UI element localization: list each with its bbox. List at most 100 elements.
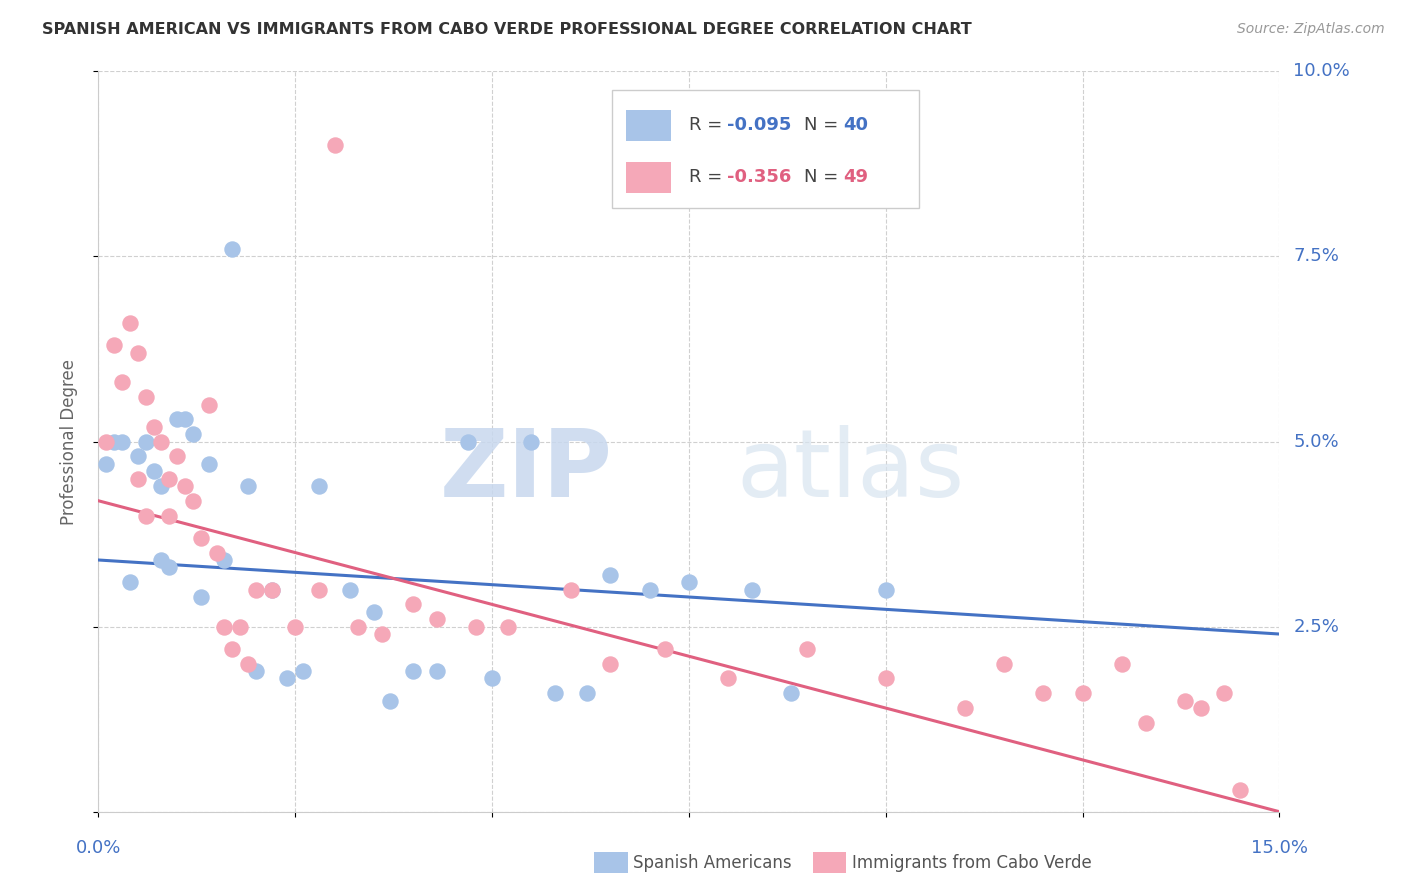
Point	[371, 627, 394, 641]
Text: 7.5%: 7.5%	[1294, 247, 1340, 266]
Text: atlas: atlas	[737, 425, 965, 517]
Point	[127, 345, 149, 359]
Text: -0.095: -0.095	[727, 117, 792, 135]
Point	[465, 619, 488, 633]
Point	[993, 657, 1015, 671]
Point	[1174, 694, 1197, 708]
Point	[245, 582, 267, 597]
Point	[221, 242, 243, 256]
Point	[496, 619, 519, 633]
Point	[520, 434, 543, 449]
Text: N =: N =	[803, 117, 844, 135]
Point	[197, 397, 219, 411]
Point	[166, 412, 188, 426]
Point	[214, 553, 236, 567]
Point	[875, 672, 897, 686]
Point	[236, 479, 259, 493]
Point	[166, 450, 188, 464]
Point	[953, 701, 976, 715]
Point	[378, 694, 401, 708]
Point	[181, 493, 204, 508]
Point	[1135, 715, 1157, 730]
Point	[678, 575, 700, 590]
Point	[820, 175, 842, 190]
Point	[717, 672, 740, 686]
Point	[1213, 686, 1236, 700]
Point	[796, 641, 818, 656]
Point	[457, 434, 479, 449]
Point	[127, 450, 149, 464]
Text: Spanish Americans: Spanish Americans	[634, 854, 792, 871]
Point	[875, 582, 897, 597]
FancyBboxPatch shape	[626, 110, 671, 141]
Point	[205, 545, 228, 560]
Point	[1189, 701, 1212, 715]
Point	[308, 582, 330, 597]
Point	[135, 434, 157, 449]
Text: R =: R =	[689, 117, 728, 135]
Text: ZIP: ZIP	[439, 425, 612, 517]
Point	[323, 138, 346, 153]
Point	[575, 686, 598, 700]
FancyBboxPatch shape	[612, 90, 920, 209]
FancyBboxPatch shape	[813, 853, 846, 873]
Point	[1032, 686, 1054, 700]
Point	[127, 471, 149, 485]
Point	[103, 434, 125, 449]
Text: SPANISH AMERICAN VS IMMIGRANTS FROM CABO VERDE PROFESSIONAL DEGREE CORRELATION C: SPANISH AMERICAN VS IMMIGRANTS FROM CABO…	[42, 22, 972, 37]
Point	[638, 582, 661, 597]
Text: R =: R =	[689, 169, 728, 186]
Text: Immigrants from Cabo Verde: Immigrants from Cabo Verde	[852, 854, 1091, 871]
Point	[197, 457, 219, 471]
Point	[276, 672, 298, 686]
Text: N =: N =	[803, 169, 844, 186]
Text: 10.0%: 10.0%	[1294, 62, 1350, 80]
Point	[245, 664, 267, 678]
Point	[402, 664, 425, 678]
Point	[308, 479, 330, 493]
Point	[1071, 686, 1094, 700]
Point	[221, 641, 243, 656]
Point	[142, 419, 165, 434]
Point	[118, 575, 141, 590]
Point	[599, 567, 621, 582]
Point	[150, 553, 173, 567]
Text: 2.5%: 2.5%	[1294, 617, 1340, 636]
Point	[402, 598, 425, 612]
Text: 40: 40	[844, 117, 869, 135]
Point	[174, 479, 197, 493]
Point	[135, 508, 157, 523]
Point	[284, 619, 307, 633]
Point	[1229, 782, 1251, 797]
Point	[142, 464, 165, 478]
Point	[111, 434, 134, 449]
Point	[111, 376, 134, 390]
Point	[560, 582, 582, 597]
Point	[236, 657, 259, 671]
Text: 15.0%: 15.0%	[1251, 839, 1308, 857]
Point	[426, 612, 449, 626]
Point	[347, 619, 370, 633]
Point	[426, 664, 449, 678]
Point	[157, 471, 180, 485]
Point	[741, 582, 763, 597]
Text: 5.0%: 5.0%	[1294, 433, 1339, 450]
Point	[181, 427, 204, 442]
Text: Source: ZipAtlas.com: Source: ZipAtlas.com	[1237, 22, 1385, 37]
Point	[780, 686, 803, 700]
Point	[260, 582, 283, 597]
Text: 49: 49	[844, 169, 869, 186]
Point	[363, 605, 385, 619]
FancyBboxPatch shape	[595, 853, 627, 873]
Point	[150, 479, 173, 493]
Point	[96, 457, 118, 471]
Point	[118, 316, 141, 330]
Point	[1111, 657, 1133, 671]
Text: -0.356: -0.356	[727, 169, 792, 186]
Point	[174, 412, 197, 426]
Point	[190, 531, 212, 545]
Point	[150, 434, 173, 449]
Point	[260, 582, 283, 597]
Point	[599, 657, 621, 671]
Point	[96, 434, 118, 449]
